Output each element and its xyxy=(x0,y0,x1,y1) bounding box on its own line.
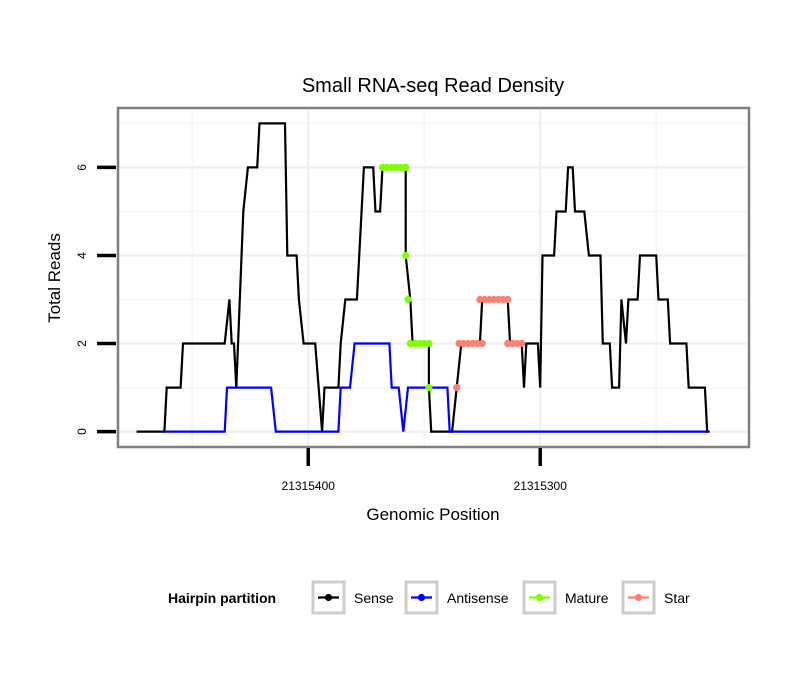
panel-background xyxy=(118,108,749,447)
series-line-antisense xyxy=(164,342,708,433)
panel-border xyxy=(116,106,751,449)
legend-item-antisense: Antisense xyxy=(404,580,509,615)
y-axis-title: Total Reads xyxy=(45,233,64,323)
legend-key-point xyxy=(634,593,643,602)
data-point-mature xyxy=(425,384,433,392)
data-point-star xyxy=(518,339,526,348)
x-tick-label: 21315400 xyxy=(282,479,336,493)
legend-label: Star xyxy=(664,590,690,606)
legend-key-point xyxy=(324,593,333,602)
x-axis-title: Genomic Position xyxy=(366,505,499,524)
x-axis: 21315400 21315300 xyxy=(282,448,568,493)
chart-title: Small RNA-seq Read Density xyxy=(302,75,564,97)
data-point-star xyxy=(504,295,512,304)
series-line-sense xyxy=(136,122,710,433)
legend-title: Hairpin partition xyxy=(168,590,276,606)
legend-key-point xyxy=(535,593,544,602)
data-point-mature xyxy=(425,339,433,348)
y-axis: 0 2 4 6 xyxy=(75,164,116,435)
y-tick-label: 6 xyxy=(75,164,89,171)
legend-label: Mature xyxy=(565,590,609,606)
legend-label: Sense xyxy=(354,590,394,606)
series-layer xyxy=(136,122,710,433)
data-point-mature xyxy=(402,251,410,260)
legend-label: Antisense xyxy=(447,590,509,606)
data-point-mature xyxy=(404,295,412,304)
y-tick-label: 0 xyxy=(75,428,89,435)
data-point-star xyxy=(478,339,486,348)
legend-item-sense: Sense xyxy=(311,580,394,615)
plot-panel xyxy=(116,106,751,449)
legend-item-mature: Mature xyxy=(522,580,609,615)
y-tick-label: 2 xyxy=(75,340,89,347)
legend: Hairpin partition Sense Antisense Mature St… xyxy=(168,580,690,615)
legend-key-point xyxy=(417,593,426,602)
y-tick-label: 4 xyxy=(75,252,89,259)
data-point-mature xyxy=(402,163,410,171)
x-tick-label: 21315300 xyxy=(514,479,568,493)
data-point-star xyxy=(453,384,461,392)
legend-item-star: Star xyxy=(621,580,690,615)
